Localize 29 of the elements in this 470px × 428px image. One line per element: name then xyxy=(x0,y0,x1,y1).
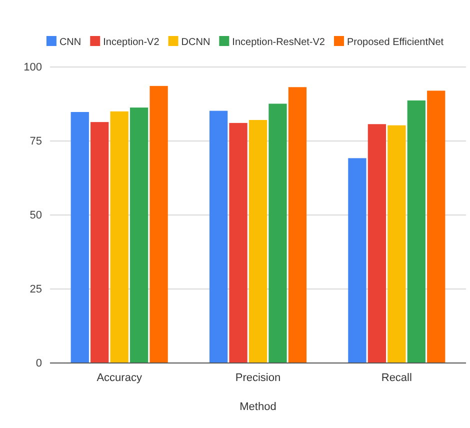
bar xyxy=(368,124,386,363)
bar xyxy=(288,87,307,363)
bar xyxy=(229,122,248,363)
y-tick-label: 75 xyxy=(30,136,42,148)
bar xyxy=(209,110,228,363)
x-tick-label: Accuracy xyxy=(96,372,142,384)
bar xyxy=(150,86,168,363)
bar xyxy=(388,125,406,363)
legend-label: Proposed EfficientNet xyxy=(347,37,444,48)
bar xyxy=(70,112,89,363)
y-tick-label: 25 xyxy=(30,284,42,296)
x-tick-label: Recall xyxy=(381,372,412,384)
y-tick-label: 100 xyxy=(24,62,42,74)
legend-label: Inception-V2 xyxy=(103,37,160,48)
x-tick-label: Precision xyxy=(235,372,281,384)
y-tick-label: 0 xyxy=(36,358,42,370)
bar xyxy=(348,158,366,363)
legend-label: CNN xyxy=(59,37,82,48)
bar xyxy=(90,122,109,363)
bar xyxy=(130,108,148,363)
bar xyxy=(110,111,128,363)
y-tick-label: 50 xyxy=(30,210,42,222)
x-axis-title: Method xyxy=(240,401,276,413)
legend-label: DCNN xyxy=(181,37,210,48)
bar xyxy=(268,104,287,363)
legend-label: Inception-ResNet-V2 xyxy=(232,37,326,48)
bar xyxy=(427,90,446,363)
bar xyxy=(248,120,268,363)
bar xyxy=(407,100,426,363)
